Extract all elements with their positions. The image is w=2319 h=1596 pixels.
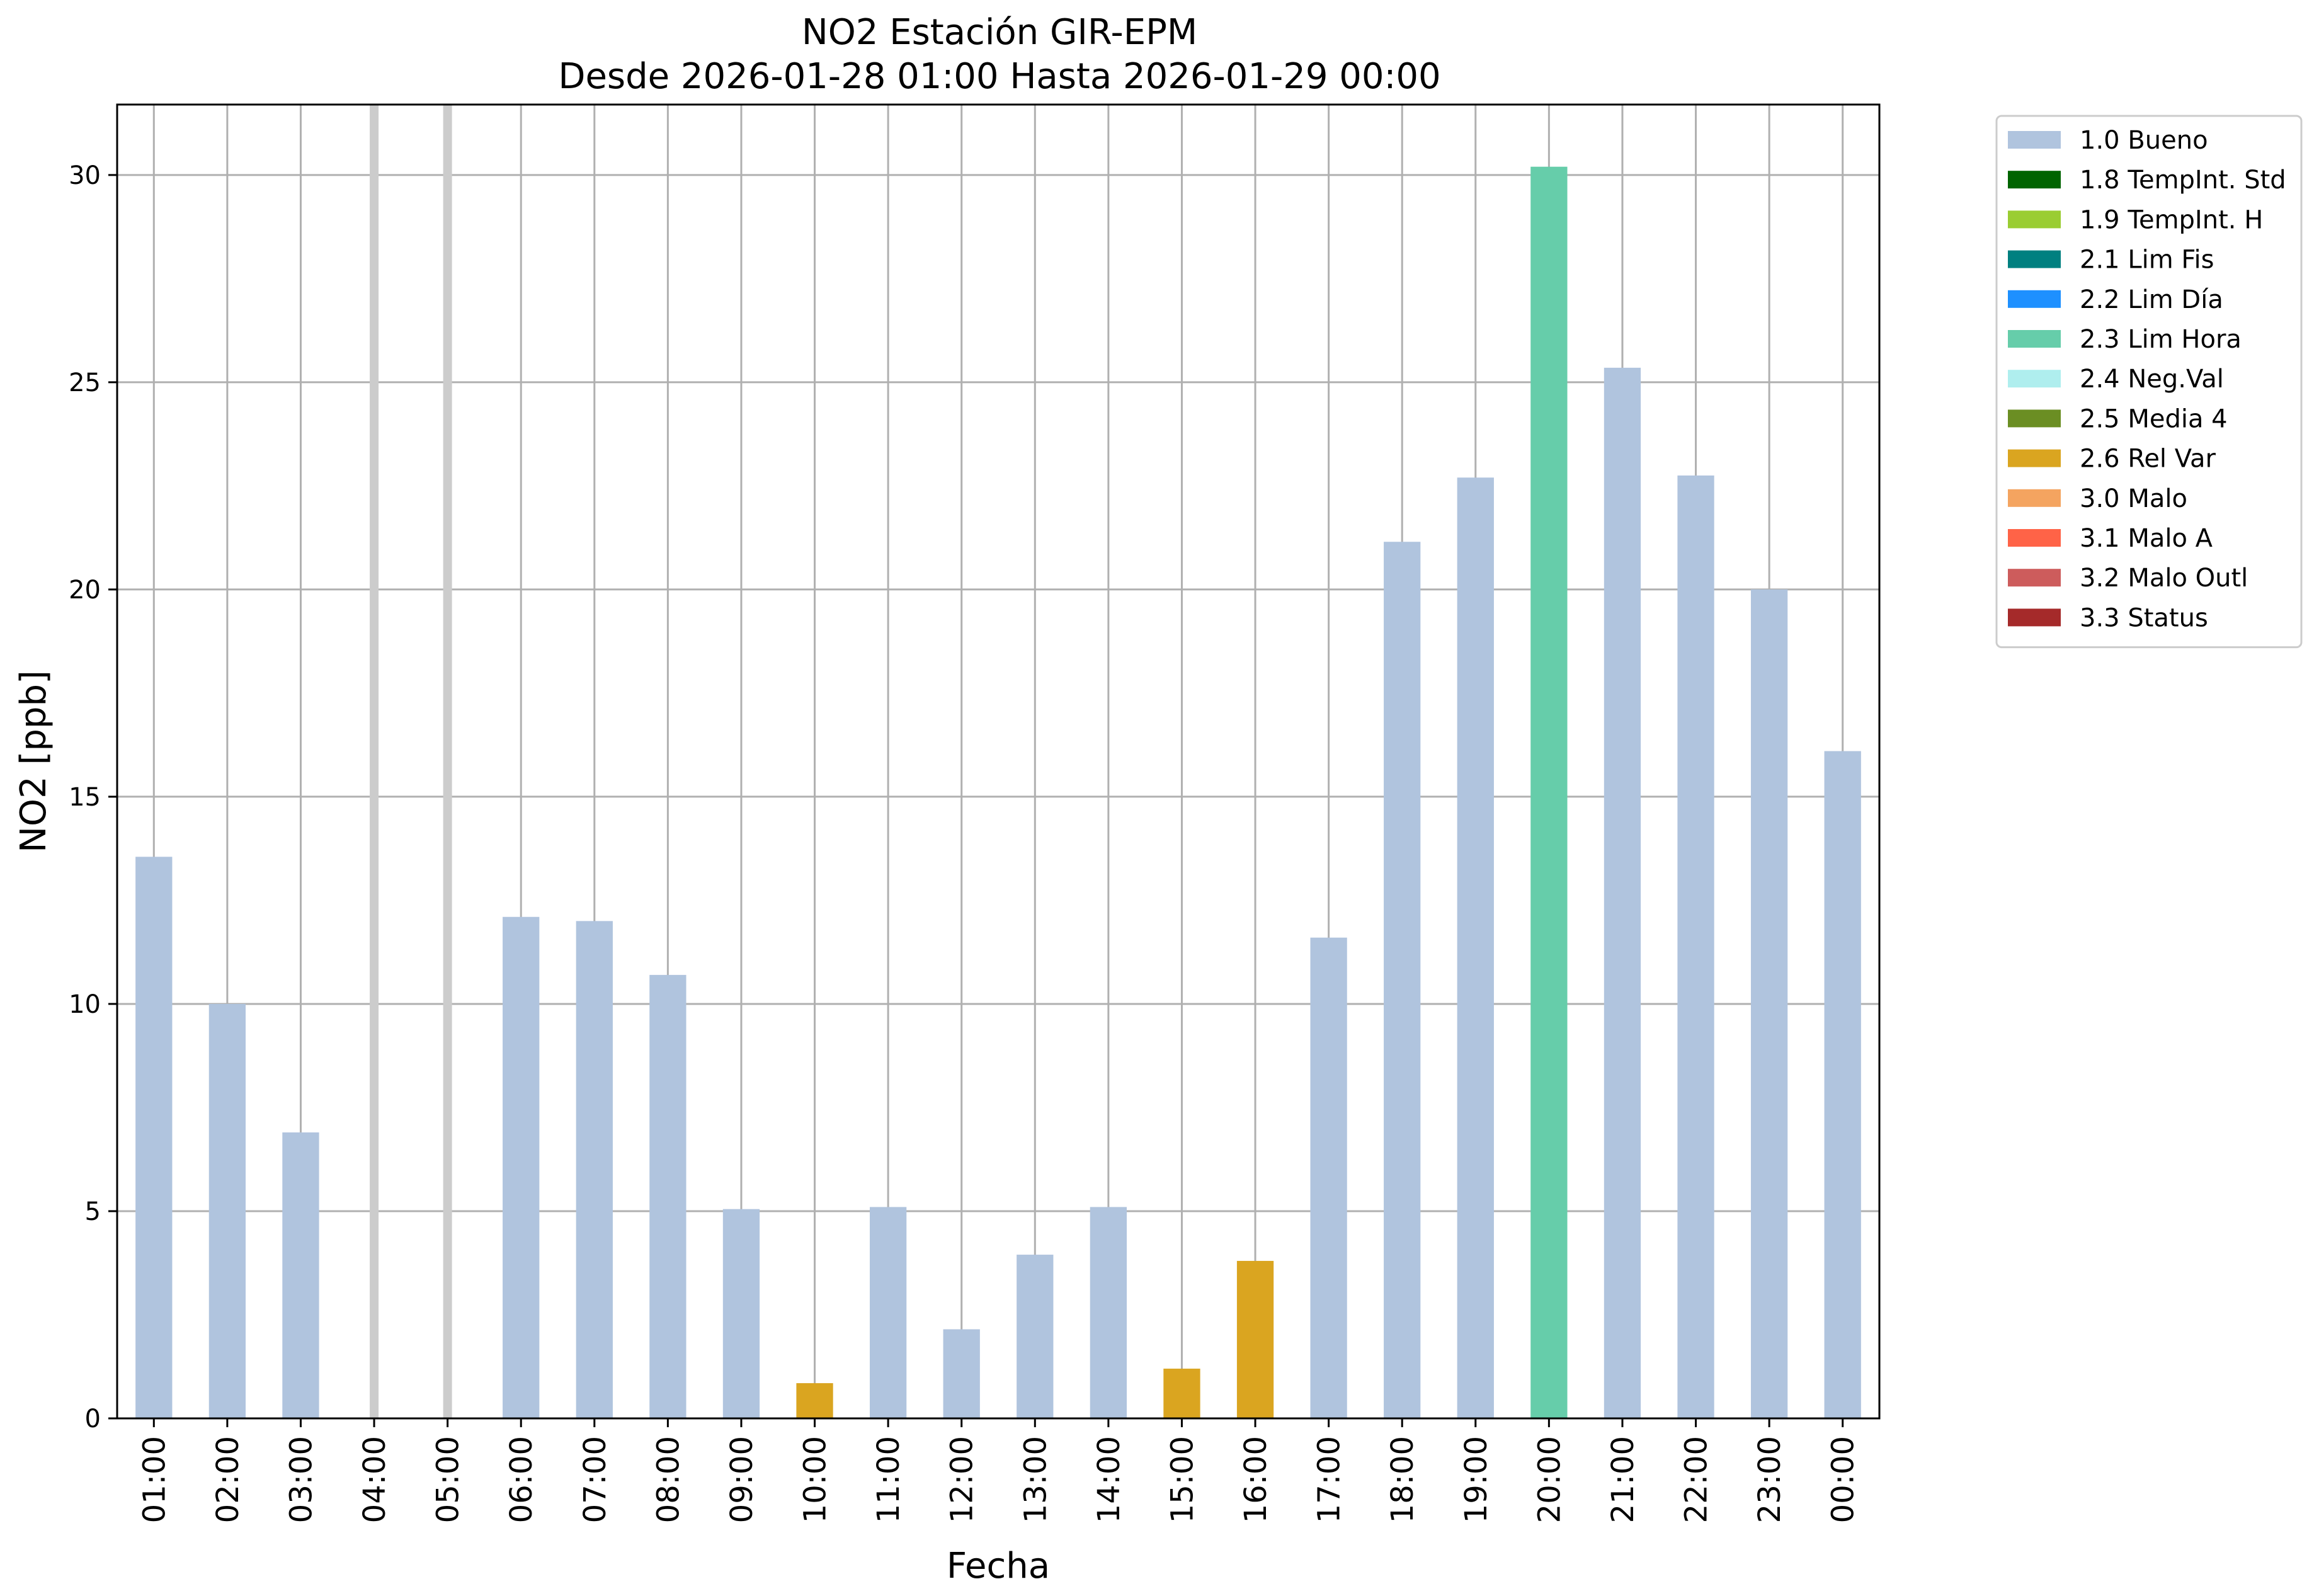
- x-tick-label: 23:00: [1752, 1436, 1787, 1523]
- bar: [1017, 1255, 1054, 1418]
- bar: [1384, 542, 1421, 1418]
- legend-swatch: [2008, 489, 2061, 507]
- y-axis-label: NO2 [ppb]: [13, 670, 54, 853]
- y-axis-ticks: 0 5 10 15 20 25 30: [69, 161, 117, 1434]
- bar: [1530, 166, 1568, 1418]
- x-tick-label: 21:00: [1605, 1436, 1641, 1523]
- legend-swatch: [2008, 449, 2061, 467]
- legend-label: 1.9 TempInt. H: [2080, 205, 2263, 234]
- legend-swatch: [2008, 210, 2061, 229]
- y-tick-label: 15: [69, 783, 101, 812]
- x-axis-ticks: 01:00 02:00 03:00 04:00 05:00 06:00 07:00 08:00…: [137, 1418, 1861, 1523]
- bar: [1824, 751, 1861, 1418]
- x-tick-label: 01:00: [137, 1436, 172, 1523]
- bar: [576, 921, 613, 1418]
- x-tick-label: 20:00: [1532, 1436, 1567, 1523]
- legend-label: 1.8 TempInt. Std: [2080, 166, 2286, 195]
- x-tick-label: 10:00: [798, 1436, 833, 1523]
- plot-frame: [116, 103, 1881, 1420]
- x-tick-label: 08:00: [651, 1436, 686, 1523]
- legend-label: 2.2 Lim Día: [2080, 285, 2223, 314]
- x-tick-label: 19:00: [1459, 1436, 1494, 1523]
- x-tick-label: 07:00: [578, 1436, 613, 1523]
- x-tick-label: 02:00: [210, 1436, 246, 1523]
- bar: [1163, 1369, 1200, 1418]
- bar: [1750, 589, 1788, 1419]
- legend-swatch: [2008, 250, 2061, 268]
- bar: [869, 1207, 907, 1418]
- legend-label: 2.5 Media 4: [2080, 404, 2228, 433]
- legend-label: 2.1 Lim Fis: [2080, 246, 2214, 275]
- legend: 1.0 Bueno 1.8 TempInt. Std 1.9 TempInt. H 2…: [1995, 115, 2303, 649]
- x-tick-label: 17:00: [1312, 1436, 1347, 1523]
- legend-swatch: [2008, 409, 2061, 428]
- x-tick-label: 03:00: [283, 1436, 319, 1523]
- x-tick-label: 16:00: [1238, 1436, 1273, 1523]
- x-tick-label: 18:00: [1385, 1436, 1420, 1523]
- bar: [503, 916, 540, 1418]
- bar: [1310, 937, 1347, 1418]
- legend-label: 2.6 Rel Var: [2080, 445, 2216, 474]
- legend-label: 3.1 Malo A: [2080, 524, 2213, 553]
- x-tick-label: 11:00: [871, 1436, 906, 1523]
- x-tick-label: 13:00: [1018, 1436, 1053, 1523]
- legend-swatch: [2008, 569, 2061, 587]
- y-tick-label: 5: [85, 1197, 101, 1226]
- bar: [282, 1132, 319, 1418]
- x-tick-label: 04:00: [357, 1436, 392, 1523]
- chart-title: NO2 Estación GIR-EPM: [802, 12, 1197, 53]
- x-tick-label: 15:00: [1165, 1436, 1200, 1523]
- y-tick-label: 0: [85, 1405, 101, 1434]
- legend-label: 2.4 Neg.Val: [2080, 365, 2224, 394]
- x-tick-label: 09:00: [724, 1436, 760, 1523]
- legend-label: 1.0 Bueno: [2080, 126, 2208, 155]
- legend-label: 3.2 Malo Outl: [2080, 564, 2248, 593]
- legend-label: 3.0 Malo: [2080, 484, 2187, 513]
- legend-swatch: [2008, 608, 2061, 627]
- x-tick-label: 05:00: [431, 1436, 466, 1523]
- legend-swatch: [2008, 171, 2061, 189]
- x-tick-label: 14:00: [1091, 1436, 1127, 1523]
- x-tick-label: 12:00: [945, 1436, 980, 1523]
- x-tick-label: 06:00: [504, 1436, 539, 1523]
- missing-value-marker: [370, 105, 379, 1418]
- legend-swatch: [2008, 529, 2061, 547]
- bar: [943, 1329, 980, 1418]
- chart-subtitle: Desde 2026-01-28 01:00 Hasta 2026-01-29 …: [558, 56, 1440, 97]
- bar: [796, 1383, 833, 1418]
- bar: [1677, 475, 1714, 1419]
- legend-label: 3.3 Status: [2080, 603, 2208, 632]
- legend-swatch: [2008, 290, 2061, 308]
- bar: [1236, 1260, 1274, 1418]
- legend-swatch: [2008, 330, 2061, 348]
- bar: [135, 857, 173, 1418]
- legend-swatch: [2008, 370, 2061, 388]
- legend-frame: [1995, 115, 2303, 649]
- missing-value-marker: [443, 105, 452, 1418]
- legend-swatch: [2008, 131, 2061, 149]
- y-tick-label: 20: [69, 576, 101, 605]
- x-axis-label: Fecha: [947, 1546, 1050, 1587]
- bar: [1457, 477, 1494, 1418]
- bar: [722, 1209, 760, 1418]
- y-tick-label: 10: [69, 990, 101, 1019]
- x-tick-label: 00:00: [1826, 1436, 1861, 1523]
- y-tick-label: 25: [69, 368, 101, 397]
- bar: [1604, 367, 1641, 1418]
- bar: [1090, 1207, 1127, 1418]
- bar: [208, 1003, 246, 1418]
- bar: [649, 974, 687, 1418]
- legend-label: 2.3 Lim Hora: [2080, 325, 2242, 354]
- x-tick-label: 22:00: [1679, 1436, 1714, 1523]
- y-tick-label: 30: [69, 161, 101, 190]
- bar-series: [135, 105, 1861, 1419]
